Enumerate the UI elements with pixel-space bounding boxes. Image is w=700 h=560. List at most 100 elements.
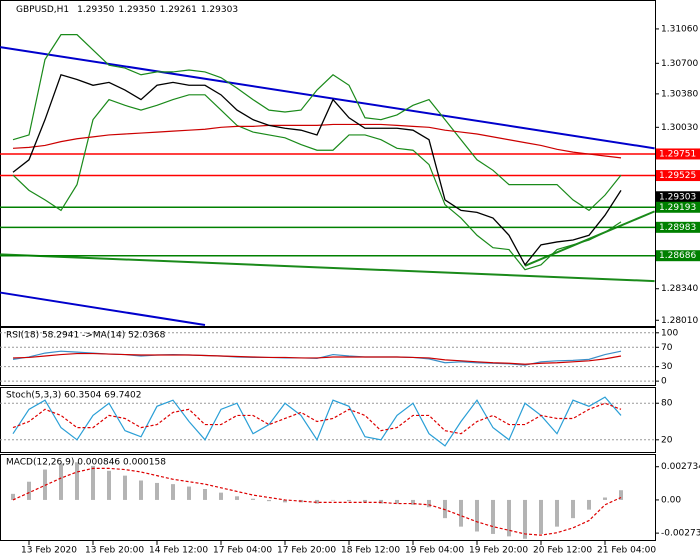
histogram-bar: [11, 493, 15, 500]
level-label-box: [656, 191, 700, 203]
histogram-bar: [203, 489, 207, 500]
level-label: 1.29303: [659, 192, 696, 202]
y-tick-label: 1.28340: [661, 284, 698, 294]
x-tick-label: 19 Feb 20:00: [469, 546, 528, 556]
histogram-bar: [571, 499, 575, 519]
histogram-bar: [75, 462, 79, 500]
y-tick-label: 100: [661, 328, 678, 338]
histogram-bar: [539, 499, 543, 534]
trend-line: [524, 210, 655, 267]
histogram-bar: [251, 498, 255, 500]
histogram-bar: [459, 499, 463, 527]
histogram-bar: [555, 499, 559, 527]
indicator-title: Stoch(5,3,3) 60.3504 69.7402: [6, 391, 141, 401]
histogram-bar: [235, 496, 239, 500]
indicator-title: MACD(12,26,9) 0.000846 0.000158: [6, 458, 166, 468]
y-tick-label: 1.30380: [661, 89, 698, 99]
y-tick-label: 1.28010: [661, 316, 698, 326]
y-tick-label: 0.00: [661, 495, 681, 505]
level-label: 1.29525: [659, 171, 696, 181]
histogram-bar: [411, 499, 415, 505]
histogram-bar: [379, 499, 383, 504]
y-tick-label: 0: [661, 377, 667, 387]
ohlc-value: 1.29261: [160, 5, 197, 15]
histogram-bar: [347, 499, 351, 502]
histogram-bar: [491, 499, 495, 534]
histogram-bar: [27, 481, 31, 500]
y-tick-label: 20: [661, 435, 673, 445]
series-line: [12, 34, 622, 212]
level-label: 1.28983: [659, 223, 696, 233]
symbol-title: GBPUSD,H1: [16, 5, 69, 15]
y-tick-label: 1.30700: [661, 59, 698, 69]
level-label: 1.28686: [659, 251, 696, 261]
ohlc-value: 1.29350: [118, 5, 155, 15]
histogram-bar: [331, 499, 335, 501]
histogram-bar: [219, 492, 223, 500]
series-line: [12, 123, 622, 159]
series-line: [12, 396, 622, 447]
trend-line: [0, 46, 655, 150]
histogram-bar: [187, 486, 191, 500]
ohlc-value: 1.29303: [201, 5, 238, 15]
histogram-bar: [427, 499, 431, 508]
histogram-bar: [171, 484, 175, 500]
histogram-bar: [523, 499, 527, 539]
y-tick-label: -0.002734: [661, 529, 700, 539]
histogram-bar: [123, 475, 127, 500]
series-line: [12, 94, 622, 271]
histogram-bar: [619, 490, 623, 500]
x-tick-label: 17 Feb 20:00: [277, 546, 336, 556]
x-tick-label: 13 Feb 2020: [21, 546, 77, 556]
level-label-box: [656, 201, 700, 213]
trend-line: [0, 291, 206, 327]
histogram-bar: [155, 482, 159, 500]
y-tick-label: 1.30030: [661, 123, 698, 133]
y-tick-label: 80: [661, 399, 673, 409]
series-line: [12, 402, 622, 435]
pane-frame: [0, 0, 656, 327]
trend-line: [0, 253, 655, 283]
y-tick-label: 1.31060: [661, 24, 698, 34]
series-line: [12, 467, 622, 536]
level-label: 1.29751: [659, 149, 696, 159]
y-tick-label: 30: [661, 362, 673, 372]
level-label-box: [656, 221, 700, 233]
level-label: 1.29193: [659, 203, 696, 213]
level-label-box: [656, 250, 700, 262]
level-label-box: [656, 148, 700, 160]
indicator-title: RSI(18) 58.2941 ->MA(14) 52.0368: [6, 331, 166, 341]
histogram-bar: [267, 499, 271, 502]
histogram-bar: [587, 499, 591, 510]
x-tick-label: 14 Feb 12:00: [149, 546, 208, 556]
series-line: [12, 73, 622, 267]
ohlc-value: 1.29350: [77, 5, 114, 15]
histogram-bar: [475, 499, 479, 532]
histogram-bar: [507, 499, 511, 537]
chart-title: GBPUSD,H1 1.29350 1.29350 1.29261 1.29303: [16, 5, 238, 15]
histogram-bar: [139, 480, 143, 500]
x-tick-label: 18 Feb 12:00: [341, 546, 400, 556]
histogram-bar: [107, 470, 111, 500]
histogram-bar: [395, 499, 399, 504]
histogram-bar: [91, 465, 95, 500]
histogram-bar: [59, 463, 63, 500]
histogram-bar: [603, 497, 607, 500]
x-tick-label: 19 Feb 04:00: [405, 546, 464, 556]
y-tick-label: 70: [661, 343, 673, 353]
x-tick-label: 17 Feb 04:00: [213, 546, 272, 556]
pane-frame: [0, 454, 656, 541]
histogram-bar: [363, 499, 367, 503]
y-tick-label: 0.002734: [661, 462, 700, 472]
level-label-box: [656, 170, 700, 182]
histogram-bar: [283, 499, 287, 503]
x-tick-label: 21 Feb 04:00: [597, 546, 656, 556]
series-line: [12, 352, 622, 365]
histogram-bar: [315, 499, 319, 504]
x-tick-label: 20 Feb 12:00: [533, 546, 592, 556]
pane-frame: [0, 387, 656, 453]
x-tick-label: 13 Feb 20:00: [85, 546, 144, 556]
pane-frame: [0, 327, 656, 386]
